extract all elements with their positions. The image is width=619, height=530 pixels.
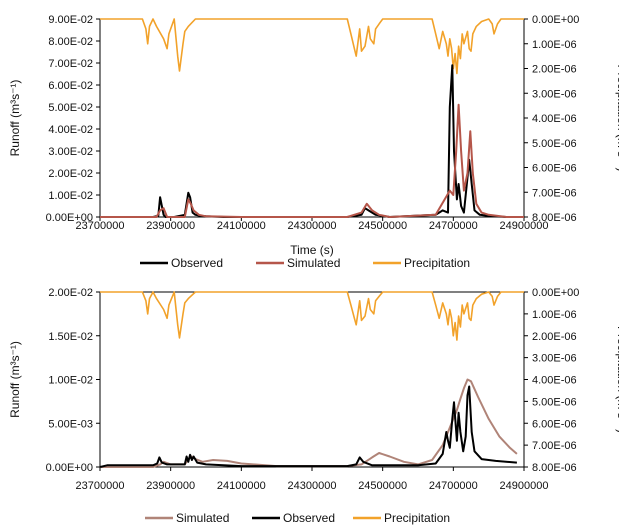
bottom-x-tick-label: 24300000 xyxy=(288,480,337,492)
bottom-y2-tick-label: 2.00E-06 xyxy=(532,331,577,343)
top-y-tick-label: 9.00E-02 xyxy=(48,14,93,26)
bottom-y-tick-label: 5.00E-03 xyxy=(48,418,93,430)
bottom-legend-label-observed: Observed xyxy=(283,511,335,525)
top-y2-tick-label: 2.00E-06 xyxy=(532,64,577,76)
top-legend-label-observed: Observed xyxy=(171,256,223,270)
top-y2-tick-label: 3.00E-06 xyxy=(532,88,577,100)
bottom-x-tick-label: 23900000 xyxy=(146,480,195,492)
top-y-tick-label: 2.00E-02 xyxy=(48,168,93,180)
top-y2-tick-label: 8.00E-06 xyxy=(532,212,577,224)
bottom-y2-tick-label: 5.00E-06 xyxy=(532,396,577,408)
bottom-y2-tick-label: 6.00E-06 xyxy=(532,418,577,430)
top-y-tick-label: 1.00E-02 xyxy=(48,190,93,202)
top-x-tick-label: 24300000 xyxy=(288,220,337,232)
top-y2-tick-label: 1.00E-06 xyxy=(532,39,577,51)
bottom-x-tick-label: 24700000 xyxy=(429,480,478,492)
top-y-tick-label: 5.00E-02 xyxy=(48,102,93,114)
bottom-x-tick-label: 24100000 xyxy=(217,480,266,492)
top-y-tick-label: 8.00E-02 xyxy=(48,36,93,48)
top-y2-axis-label: Precipitation (m s⁻¹) xyxy=(615,64,619,171)
top-series-simulated-line xyxy=(100,103,524,218)
top-y-tick-label: 3.00E-02 xyxy=(48,146,93,158)
top-y2-tick-label: 0.00E+00 xyxy=(532,14,579,26)
bottom-series-observed-line xyxy=(100,385,517,468)
top-x-tick-label: 23700000 xyxy=(76,220,125,232)
bottom-x-tick-label: 24900000 xyxy=(500,480,549,492)
bottom-y2-tick-label: 4.00E-06 xyxy=(532,375,577,387)
top-y2-tick-label: 4.00E-06 xyxy=(532,113,577,125)
top-y-tick-label: 4.00E-02 xyxy=(48,124,93,136)
top-runoff-chart: 0.00E+00 1.00E-02 2.00E-02 3.00E-02 4.00E-02… xyxy=(8,14,619,270)
top-y2-tick-label: 5.00E-06 xyxy=(532,138,577,150)
top-x-axis-label: Time (s) xyxy=(290,243,334,257)
bottom-y-tick-label: 1.00E-02 xyxy=(48,375,93,387)
bottom-legend-label-precipitation: Precipitation xyxy=(384,511,450,525)
top-y-tick-label: 0.00E+00 xyxy=(46,212,93,224)
bottom-y2-tick-label: 3.00E-06 xyxy=(532,353,577,365)
bottom-y2-axis-label: Precipitation (m s⁻¹) xyxy=(615,326,619,433)
bottom-x-tick-label: 23700000 xyxy=(76,480,125,492)
bottom-runoff-chart: 0.00E+00 5.00E-03 1.00E-02 1.50E-02 2.00E-02… xyxy=(8,287,619,525)
bottom-y-tick-label: 2.00E-02 xyxy=(48,287,93,299)
bottom-legend-label-simulated: Simulated xyxy=(176,511,229,525)
bottom-y2-tick-label: 8.00E-06 xyxy=(532,462,577,474)
top-y-axis-label: Runoff (m³s⁻¹) xyxy=(8,80,22,157)
bottom-x-tick-label: 24500000 xyxy=(358,480,407,492)
bottom-y-tick-label: 0.00E+00 xyxy=(46,462,93,474)
top-legend-label-simulated: Simulated xyxy=(287,256,340,270)
top-y-tick-label: 7.00E-02 xyxy=(48,58,93,70)
top-x-tick-label: 24100000 xyxy=(217,220,266,232)
top-x-tick-label: 24900000 xyxy=(500,220,549,232)
top-x-tick-label: 23900000 xyxy=(146,220,195,232)
bottom-series-precipitation-line xyxy=(100,291,524,341)
top-legend-label-precipitation: Precipitation xyxy=(404,256,470,270)
bottom-y-axis-label: Runoff (m³s⁻¹) xyxy=(8,341,22,418)
top-x-tick-label: 24500000 xyxy=(358,220,407,232)
top-y2-tick-label: 7.00E-06 xyxy=(532,187,577,199)
top-x-tick-label: 24700000 xyxy=(429,220,478,232)
bottom-y2-tick-label: 7.00E-06 xyxy=(532,440,577,452)
top-y-tick-label: 6.00E-02 xyxy=(48,80,93,92)
bottom-y2-tick-label: 0.00E+00 xyxy=(532,287,579,299)
top-y2-tick-label: 6.00E-06 xyxy=(532,163,577,175)
bottom-y-tick-label: 1.50E-02 xyxy=(48,331,93,343)
bottom-y2-tick-label: 1.00E-06 xyxy=(532,309,577,321)
top-series-precipitation-line xyxy=(100,18,524,75)
bottom-series-simulated-line xyxy=(100,378,518,468)
